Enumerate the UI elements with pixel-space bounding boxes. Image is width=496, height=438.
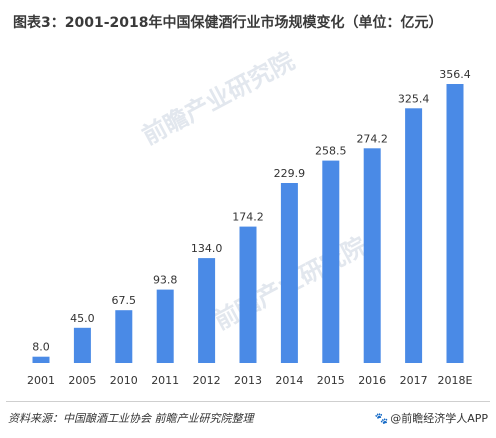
value-label-2014: 229.9 [274,167,306,180]
value-labels-layer: 8.0 45.0 67.5 93.8 134.0 174.2 229.9 258.5 274.2… [32,68,471,354]
value-label-2017: 325.4 [398,92,430,105]
footer-divider [6,401,490,402]
value-label-2010: 67.5 [112,294,137,307]
bar-2016 [363,148,381,363]
value-label-2018E: 356.4 [439,68,471,81]
bar-2015 [322,160,340,363]
x-tick-2001: 2001 [27,374,55,387]
x-tick-2017: 2017 [400,374,428,387]
x-tick-2010: 2010 [110,374,138,387]
x-tick-2016: 2016 [358,374,386,387]
value-label-2011: 93.8 [153,274,178,287]
bar-2005 [73,327,91,363]
value-label-2001: 8.0 [32,341,50,354]
x-tick-2014: 2014 [275,374,303,387]
bar-2014 [280,183,298,363]
brand-credit: 🐾 @前瞻经济学人APP [375,410,489,426]
watermark-top: 前瞻产业研究院 [138,47,299,151]
value-label-2016: 274.2 [356,132,388,145]
x-tick-labels-layer: 2001 2005 2010 2011 2012 2013 2014 2015 2016 2017… [27,374,473,387]
source-note: 资料来源：中国酿酒工业协会 前瞻产业研究院整理 [8,412,254,425]
bar-2010 [115,310,133,363]
x-tick-2012: 2012 [193,374,221,387]
bar-2018E [446,84,464,363]
value-label-2012: 134.0 [191,242,223,255]
brand-text: @前瞻经济学人APP [390,412,488,425]
bar-2013 [239,226,257,363]
bar-2012 [198,258,216,363]
chart-title: 图表3：2001-2018年中国保健酒行业市场规模变化（单位：亿元） [13,15,443,31]
bars-layer [32,84,464,363]
x-tick-2005: 2005 [68,374,96,387]
x-tick-2011: 2011 [151,374,179,387]
value-label-2015: 258.5 [315,145,347,158]
bar-2011 [156,289,174,363]
value-label-2005: 45.0 [70,312,95,325]
paw-icon: 🐾 [374,412,389,425]
bar-2017 [405,108,423,363]
bar-2001 [32,356,50,363]
value-label-2013: 174.2 [232,211,264,224]
x-tick-2018E: 2018E [438,374,473,387]
x-tick-2015: 2015 [317,374,345,387]
x-tick-2013: 2013 [234,374,262,387]
